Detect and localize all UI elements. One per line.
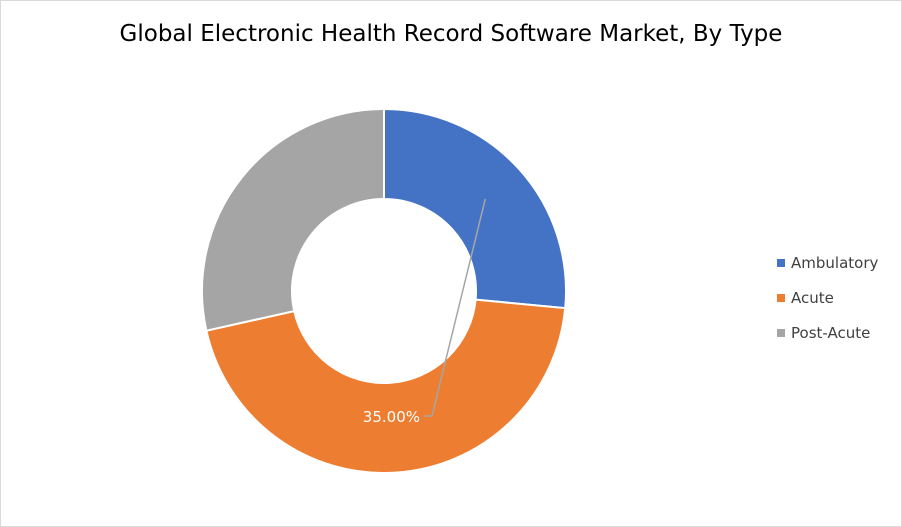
legend-item-post-acute: Post-Acute — [777, 315, 878, 350]
chart-title: Global Electronic Health Record Software… — [119, 21, 783, 47]
data-label-leader-line — [424, 198, 487, 417]
legend-swatch — [777, 293, 785, 302]
legend-label: Post-Acute — [791, 323, 871, 342]
legend-swatch — [777, 258, 785, 267]
legend-label: Acute — [791, 288, 834, 307]
data-label: 35.00% — [363, 408, 420, 426]
slice-ambulatory — [383, 107, 567, 310]
legend-label: Ambulatory — [791, 253, 879, 272]
slice-acute — [205, 298, 567, 474]
slice-post-acute — [201, 107, 385, 332]
chart-legend: Ambulatory Acute Post-Acute — [777, 245, 878, 350]
legend-item-acute: Acute — [777, 280, 878, 315]
legend-swatch — [777, 328, 785, 337]
legend-item-ambulatory: Ambulatory — [777, 245, 878, 280]
